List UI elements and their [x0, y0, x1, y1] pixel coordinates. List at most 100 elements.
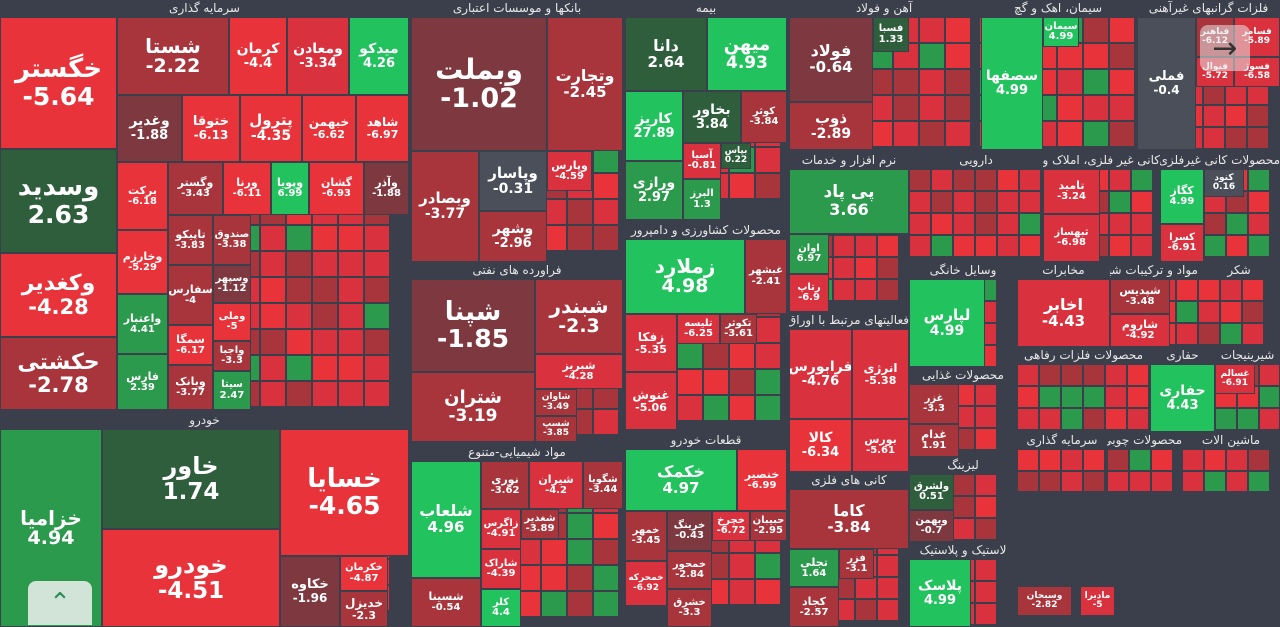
minor-stock-tile[interactable]: [1083, 43, 1109, 69]
minor-stock-tile[interactable]: [1017, 408, 1039, 430]
minor-stock-tile[interactable]: [755, 343, 781, 369]
stock-tile[interactable]: غسالم -6.91: [1215, 364, 1255, 394]
minor-stock-tile[interactable]: [1247, 105, 1269, 127]
stock-tile[interactable]: وخارزم -5.29: [117, 230, 168, 294]
minor-stock-tile[interactable]: [919, 17, 945, 43]
stock-tile[interactable]: تاپیکو -3.83: [168, 215, 213, 265]
minor-stock-tile[interactable]: [1019, 213, 1041, 235]
minor-stock-tile[interactable]: [338, 355, 364, 381]
minor-stock-tile[interactable]: [260, 251, 286, 277]
stock-tile[interactable]: خنصیر -6.99: [737, 449, 787, 511]
stock-tile[interactable]: ختوقا -6.13: [182, 95, 240, 162]
stock-tile[interactable]: شتران -3.19: [411, 372, 535, 442]
stock-tile[interactable]: فارس 2.39: [117, 354, 168, 410]
minor-stock-tile[interactable]: [953, 518, 975, 540]
stock-tile[interactable]: وبهمن -0.7: [909, 510, 954, 542]
stock-tile[interactable]: شبریز -4.28: [535, 354, 623, 389]
minor-stock-tile[interactable]: [919, 43, 945, 69]
sector-title[interactable]: لاستیک و پلاستیک: [909, 542, 1017, 559]
minor-stock-tile[interactable]: [1107, 471, 1129, 492]
minor-stock-tile[interactable]: [975, 191, 997, 213]
minor-stock-tile[interactable]: [975, 169, 997, 191]
minor-stock-tile[interactable]: [1109, 17, 1135, 43]
minor-stock-tile[interactable]: [997, 213, 1019, 235]
minor-stock-tile[interactable]: [877, 599, 899, 621]
minor-stock-tile[interactable]: [567, 199, 593, 225]
sector-title[interactable]: شیرینیجات: [1215, 347, 1280, 364]
minor-stock-tile[interactable]: [286, 225, 312, 251]
minor-stock-tile[interactable]: [703, 343, 729, 369]
minor-stock-tile[interactable]: [338, 251, 364, 277]
stock-tile[interactable]: سفارس -4: [168, 265, 213, 325]
stock-tile[interactable]: زاگرس -4.91: [481, 509, 521, 549]
minor-stock-tile[interactable]: [1225, 105, 1247, 127]
minor-stock-tile[interactable]: [1109, 43, 1135, 69]
stock-tile[interactable]: فزر -3.1: [839, 549, 874, 579]
minor-stock-tile[interactable]: [755, 317, 781, 343]
minor-stock-tile[interactable]: [1039, 386, 1061, 408]
minor-stock-tile[interactable]: [1127, 408, 1149, 430]
minor-stock-tile[interactable]: [1017, 471, 1039, 492]
minor-stock-tile[interactable]: [945, 69, 971, 95]
minor-stock-tile[interactable]: [1204, 471, 1226, 492]
minor-stock-tile[interactable]: [312, 355, 338, 381]
stock-tile[interactable]: فملی -0.4: [1137, 17, 1196, 150]
sector-title[interactable]: مواد و ترکیبات شیمیایی: [1110, 262, 1198, 279]
stock-tile[interactable]: فولاد -0.64: [789, 17, 873, 102]
stock-tile[interactable]: تجلی 1.64: [789, 549, 839, 587]
minor-stock-tile[interactable]: [364, 277, 390, 303]
stock-tile[interactable]: میهن 4.93: [707, 17, 787, 91]
minor-stock-tile[interactable]: [1237, 408, 1259, 430]
minor-stock-tile[interactable]: [1019, 169, 1041, 191]
stock-tile[interactable]: آسیا -0.81: [683, 143, 721, 179]
minor-stock-tile[interactable]: [593, 409, 619, 435]
minor-stock-tile[interactable]: [931, 169, 953, 191]
minor-stock-tile[interactable]: [975, 213, 997, 235]
minor-stock-tile[interactable]: [1109, 69, 1135, 95]
stock-tile[interactable]: پترول -4.35: [240, 95, 302, 162]
minor-stock-tile[interactable]: [286, 381, 312, 407]
minor-stock-tile[interactable]: [1017, 386, 1039, 408]
stock-tile[interactable]: سمگا -6.17: [168, 325, 213, 365]
minor-stock-tile[interactable]: [286, 329, 312, 355]
stock-tile[interactable]: خدیزل -2.3: [340, 591, 388, 627]
minor-stock-tile[interactable]: [729, 343, 755, 369]
stock-tile[interactable]: شاهد -6.97: [356, 95, 409, 162]
minor-stock-tile[interactable]: [729, 369, 755, 395]
minor-stock-tile[interactable]: [945, 95, 971, 121]
minor-stock-tile[interactable]: [364, 251, 390, 277]
minor-stock-tile[interactable]: [877, 555, 899, 577]
minor-stock-tile[interactable]: [1039, 364, 1061, 386]
stock-tile[interactable]: مادیرا -5: [1080, 586, 1115, 616]
minor-stock-tile[interactable]: [877, 577, 899, 599]
minor-stock-tile[interactable]: [1083, 471, 1105, 492]
stock-tile[interactable]: وشهر -2.96: [479, 211, 547, 262]
minor-stock-tile[interactable]: [260, 303, 286, 329]
minor-stock-tile[interactable]: [755, 173, 781, 199]
minor-stock-tile[interactable]: [338, 277, 364, 303]
minor-stock-tile[interactable]: [931, 213, 953, 235]
stock-tile[interactable]: بپاس 0.22: [721, 143, 751, 169]
minor-stock-tile[interactable]: [260, 355, 286, 381]
minor-stock-tile[interactable]: [567, 513, 593, 539]
minor-stock-tile[interactable]: [855, 257, 877, 279]
sector-title[interactable]: فراورده های نفتی: [411, 262, 623, 279]
minor-stock-tile[interactable]: [1061, 471, 1083, 492]
minor-stock-tile[interactable]: [260, 277, 286, 303]
stock-tile[interactable]: میدکو 4.26: [349, 17, 409, 95]
minor-stock-tile[interactable]: [997, 169, 1019, 191]
minor-stock-tile[interactable]: [1061, 364, 1083, 386]
stock-tile[interactable]: ومعادن -3.34: [287, 17, 349, 95]
sector-title[interactable]: مخابرات: [1017, 262, 1110, 279]
minor-stock-tile[interactable]: [260, 329, 286, 355]
sector-title[interactable]: خودرو: [0, 412, 409, 429]
stock-tile[interactable]: فسبا 1.33: [873, 17, 909, 52]
minor-stock-tile[interactable]: [997, 235, 1019, 257]
minor-stock-tile[interactable]: [975, 559, 997, 581]
minor-stock-tile[interactable]: [1259, 408, 1280, 430]
stock-tile[interactable]: گشان -6.93: [309, 162, 364, 215]
minor-stock-tile[interactable]: [1061, 449, 1083, 471]
sector-title[interactable]: لیزینگ: [909, 457, 1017, 474]
minor-stock-tile[interactable]: [931, 235, 953, 257]
minor-stock-tile[interactable]: [1057, 121, 1083, 147]
